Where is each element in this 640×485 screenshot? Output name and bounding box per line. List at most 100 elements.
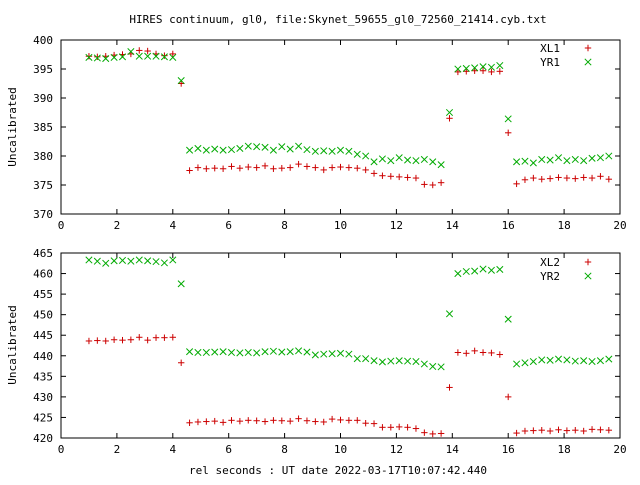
data-point	[404, 174, 411, 181]
data-point	[245, 417, 252, 424]
data-point	[412, 174, 420, 182]
data-point	[261, 418, 269, 425]
data-point	[211, 164, 218, 172]
data-point	[110, 336, 118, 343]
data-point	[513, 158, 521, 166]
y-tick-label: 440	[33, 350, 53, 363]
data-point	[412, 357, 420, 366]
data-point	[454, 349, 462, 356]
data-point	[563, 157, 571, 165]
data-point	[211, 348, 219, 356]
data-point	[412, 425, 420, 432]
data-point	[295, 347, 303, 355]
x-tick-label: 12	[390, 443, 403, 456]
data-point	[203, 418, 210, 425]
data-point	[169, 334, 176, 341]
data-point	[530, 174, 537, 182]
data-point	[177, 280, 185, 288]
x-tick-label: 14	[446, 219, 460, 232]
data-point	[605, 176, 613, 183]
data-point	[160, 53, 168, 61]
data-point	[496, 61, 504, 70]
data-point	[269, 347, 277, 355]
data-point	[429, 158, 437, 166]
x-tick-label: 8	[281, 219, 288, 232]
legend-label: YR1	[540, 56, 560, 69]
data-point	[353, 150, 361, 158]
data-point	[446, 115, 453, 122]
data-point	[186, 419, 193, 426]
y-tick-label: 380	[33, 150, 53, 163]
data-point	[345, 350, 353, 358]
data-point	[253, 164, 260, 171]
data-point	[135, 256, 143, 264]
data-point	[445, 310, 454, 318]
data-point	[580, 157, 588, 165]
x-tick-label: 16	[502, 219, 515, 232]
data-point	[227, 348, 236, 357]
data-point	[370, 420, 378, 427]
data-point	[521, 157, 529, 165]
data-point	[94, 53, 101, 61]
series-yr1	[85, 48, 613, 169]
data-point	[555, 174, 562, 181]
data-point	[311, 351, 319, 359]
data-point	[236, 164, 244, 172]
data-point	[169, 53, 177, 61]
data-point	[244, 142, 252, 150]
legend-marker	[584, 258, 592, 266]
data-point	[93, 257, 101, 265]
data-point	[505, 393, 512, 401]
data-point	[462, 267, 470, 276]
x-tick-label: 8	[281, 443, 288, 456]
y-axis-label: Uncalibrated	[6, 87, 19, 166]
x-tick-label: 0	[58, 219, 65, 232]
data-point	[102, 337, 109, 345]
data-point	[202, 146, 210, 154]
data-point	[471, 67, 478, 74]
x-tick-label: 2	[114, 443, 121, 456]
data-point	[446, 384, 453, 391]
data-point	[110, 53, 118, 61]
data-point	[186, 348, 194, 356]
data-point	[161, 52, 168, 59]
data-point	[278, 143, 286, 151]
data-point	[286, 164, 294, 171]
y-tick-label: 395	[33, 63, 53, 76]
data-point	[102, 55, 110, 63]
data-point	[236, 417, 244, 425]
data-point	[295, 160, 302, 168]
data-point	[328, 415, 336, 423]
data-point	[144, 52, 152, 60]
data-point	[605, 355, 613, 363]
data-point	[563, 356, 571, 364]
data-point	[119, 336, 126, 344]
data-point	[261, 348, 269, 356]
data-point	[286, 417, 294, 425]
data-point	[261, 162, 269, 170]
data-point	[345, 164, 353, 171]
data-point	[379, 424, 386, 431]
data-point	[295, 142, 303, 150]
data-point	[177, 77, 185, 85]
data-point	[488, 349, 495, 357]
data-point	[496, 351, 504, 358]
x-tick-label: 18	[557, 219, 570, 232]
data-point	[521, 176, 529, 183]
data-point	[253, 143, 261, 151]
data-point	[270, 417, 277, 424]
data-point	[320, 350, 328, 358]
data-point	[278, 164, 286, 172]
data-point	[93, 54, 101, 62]
legend-label: XL1	[540, 42, 560, 55]
data-point	[496, 68, 504, 75]
data-point	[596, 357, 604, 365]
data-point	[395, 173, 403, 181]
data-point	[269, 146, 277, 154]
y-tick-label: 425	[33, 411, 53, 424]
data-point	[454, 270, 462, 278]
data-point	[169, 50, 176, 58]
data-point	[219, 165, 227, 172]
data-point	[437, 363, 445, 371]
data-point	[421, 181, 428, 188]
